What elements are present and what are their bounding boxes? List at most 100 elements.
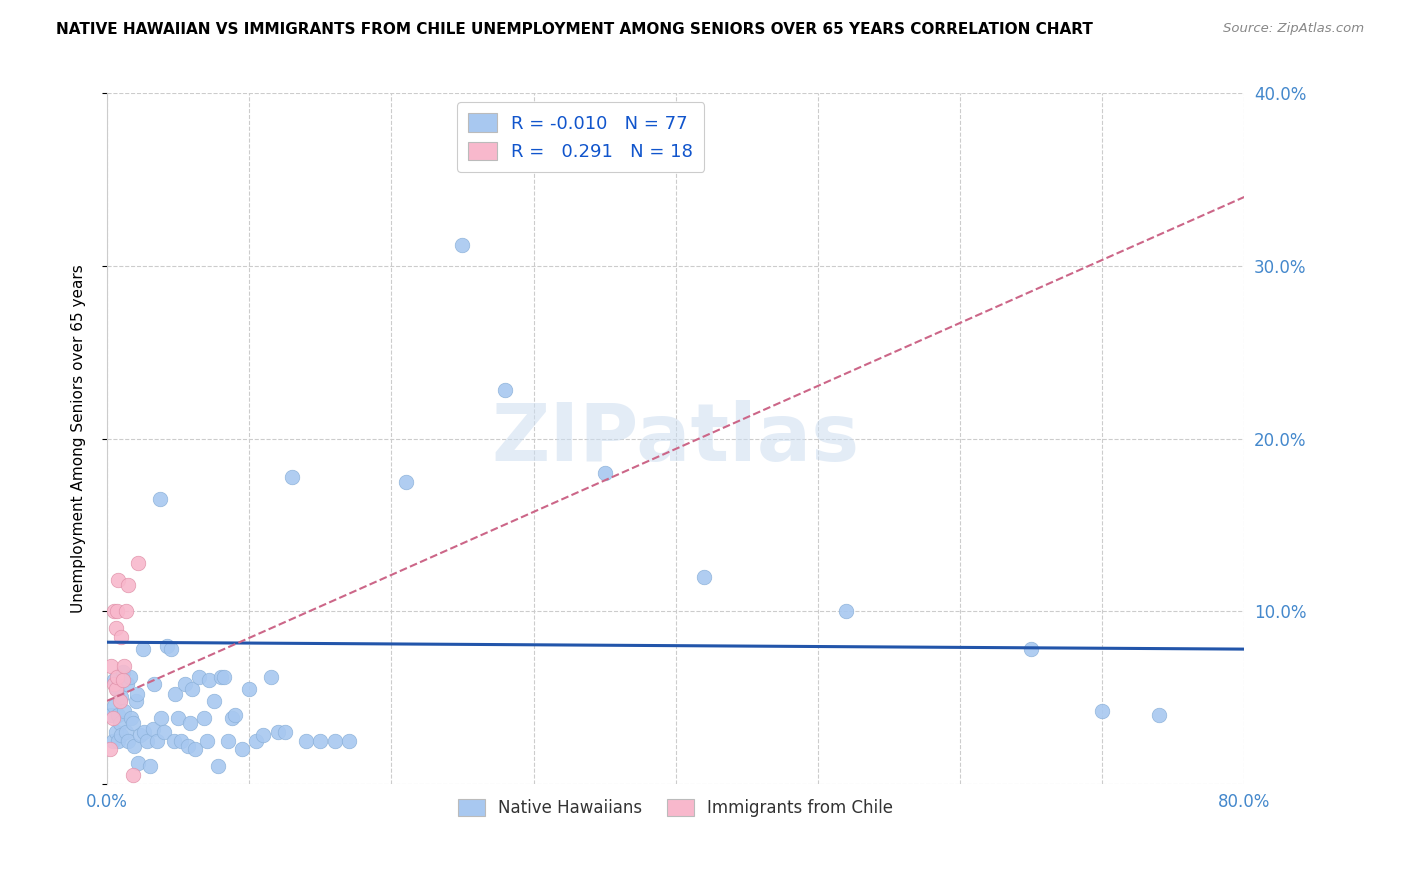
Point [107, 707, 129, 722]
Point [179, 716, 201, 731]
Legend: Native Hawaiians, Immigrants from Chile: Native Hawaiians, Immigrants from Chile [451, 792, 900, 823]
Point [118, 670, 141, 684]
Point [101, 711, 124, 725]
Point [195, 733, 218, 747]
Point [150, 711, 173, 725]
Point [114, 604, 136, 618]
Point [100, 707, 122, 722]
Point [138, 759, 160, 773]
Point [110, 728, 132, 742]
Point [111, 673, 134, 688]
Point [117, 733, 139, 747]
Point [693, 569, 716, 583]
Point [184, 742, 207, 756]
Point [104, 725, 127, 739]
Point [108, 694, 131, 708]
Point [177, 739, 200, 753]
Point [101, 733, 124, 747]
Point [146, 733, 169, 747]
Point [142, 722, 165, 736]
Point [238, 681, 260, 696]
Point [156, 639, 179, 653]
Point [122, 739, 145, 753]
Y-axis label: Unemployment Among Seniors over 65 years: Unemployment Among Seniors over 65 years [72, 264, 86, 613]
Point [207, 759, 229, 773]
Point [117, 578, 139, 592]
Point [193, 711, 215, 725]
Point [494, 383, 516, 397]
Text: ZIPatlas: ZIPatlas [492, 400, 860, 477]
Point [110, 690, 132, 705]
Point [181, 681, 204, 696]
Point [124, 694, 146, 708]
Point [231, 742, 253, 756]
Point [104, 621, 127, 635]
Point [111, 665, 134, 679]
Point [107, 733, 129, 747]
Point [103, 673, 125, 688]
Point [281, 469, 304, 483]
Point [107, 573, 129, 587]
Point [209, 670, 232, 684]
Point [167, 711, 190, 725]
Point [121, 768, 143, 782]
Point [451, 238, 474, 252]
Point [149, 491, 172, 506]
Point [112, 659, 135, 673]
Point [105, 670, 128, 684]
Point [103, 604, 125, 618]
Point [295, 733, 318, 747]
Point [105, 604, 128, 618]
Point [170, 733, 193, 747]
Point [128, 728, 150, 742]
Point [127, 556, 149, 570]
Point [120, 711, 142, 725]
Point [143, 676, 166, 690]
Point [224, 707, 246, 722]
Point [112, 704, 135, 718]
Point [127, 756, 149, 770]
Point [132, 725, 155, 739]
Point [110, 630, 132, 644]
Point [174, 676, 197, 690]
Text: Source: ZipAtlas.com: Source: ZipAtlas.com [1223, 22, 1364, 36]
Point [252, 728, 274, 742]
Point [125, 687, 148, 701]
Point [394, 475, 416, 489]
Point [163, 733, 186, 747]
Point [104, 681, 127, 696]
Point [131, 642, 153, 657]
Point [202, 694, 225, 708]
Point [165, 687, 187, 701]
Point [337, 733, 360, 747]
Point [217, 733, 239, 747]
Point [1147, 707, 1170, 722]
Point [105, 681, 128, 696]
Point [135, 733, 157, 747]
Point [245, 733, 267, 747]
Point [309, 733, 332, 747]
Point [188, 670, 211, 684]
Point [100, 659, 122, 673]
Point [160, 642, 183, 657]
Point [103, 699, 125, 714]
Point [108, 716, 131, 731]
Point [221, 711, 243, 725]
Point [98, 742, 121, 756]
Point [593, 466, 616, 480]
Point [212, 670, 235, 684]
Point [259, 670, 281, 684]
Point [103, 676, 125, 690]
Point [835, 604, 858, 618]
Point [153, 725, 176, 739]
Point [1091, 704, 1114, 718]
Point [266, 725, 288, 739]
Point [115, 676, 138, 690]
Text: NATIVE HAWAIIAN VS IMMIGRANTS FROM CHILE UNEMPLOYMENT AMONG SENIORS OVER 65 YEAR: NATIVE HAWAIIAN VS IMMIGRANTS FROM CHILE… [56, 22, 1092, 37]
Point [198, 673, 221, 688]
Point [274, 725, 297, 739]
Point [114, 725, 136, 739]
Point [323, 733, 346, 747]
Point [121, 716, 143, 731]
Point [1019, 642, 1042, 657]
